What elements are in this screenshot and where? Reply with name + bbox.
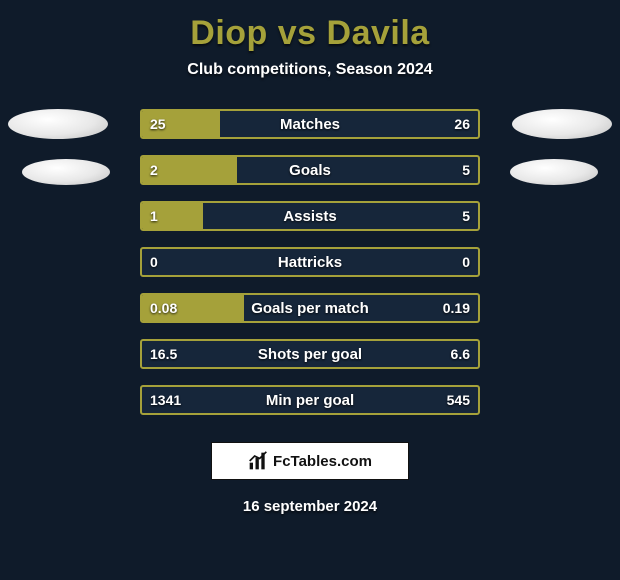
metric-row: 0 0Hattricks	[140, 247, 480, 277]
brand-text: FcTables.com	[273, 453, 372, 470]
page-title: Diop vs Davila	[0, 0, 620, 53]
comparison-infographic: Diop vs Davila Club competitions, Season…	[0, 0, 620, 580]
metric-fill-left	[142, 203, 203, 229]
metric-value-right: 5	[462, 157, 470, 183]
player-right-shadow-1	[512, 109, 612, 139]
metric-row: 2526Matches	[140, 109, 480, 139]
metric-row: 16.5 6.6Shots per goal	[140, 339, 480, 369]
metric-value-right: 0.19	[443, 295, 470, 321]
player-right-shadow-2	[510, 159, 598, 185]
metric-value-left: 1341	[150, 387, 181, 413]
metric-fill-left	[142, 295, 244, 321]
metric-value-right: 545	[447, 387, 470, 413]
metric-row: 25Goals	[140, 155, 480, 185]
metric-row: 1341 545Min per goal	[140, 385, 480, 415]
metric-rows: 2526Matches 25Goals 15Assists 0 0Hattricks 0.…	[140, 109, 480, 431]
metric-value-right: 0	[462, 249, 470, 275]
metric-value-left: 16.5	[150, 341, 177, 367]
metric-value-right: 26	[454, 111, 470, 137]
metric-row: 15Assists	[140, 201, 480, 231]
metric-row: 0.080.19Goals per match	[140, 293, 480, 323]
metric-value-left: 0	[150, 249, 158, 275]
metric-fill-left	[142, 111, 220, 137]
player-left-shadow-1	[8, 109, 108, 139]
metric-fill-left	[142, 157, 237, 183]
metric-value-right: 5	[462, 203, 470, 229]
page-subtitle: Club competitions, Season 2024	[0, 61, 620, 79]
metric-label: Shots per goal	[142, 341, 478, 367]
metric-value-right: 6.6	[451, 341, 470, 367]
footer-date: 16 september 2024	[0, 498, 620, 515]
bar-chart-icon	[248, 451, 268, 471]
metric-label: Min per goal	[142, 387, 478, 413]
metric-label: Hattricks	[142, 249, 478, 275]
player-left-shadow-2	[22, 159, 110, 185]
brand-badge: FcTables.com	[211, 442, 409, 480]
